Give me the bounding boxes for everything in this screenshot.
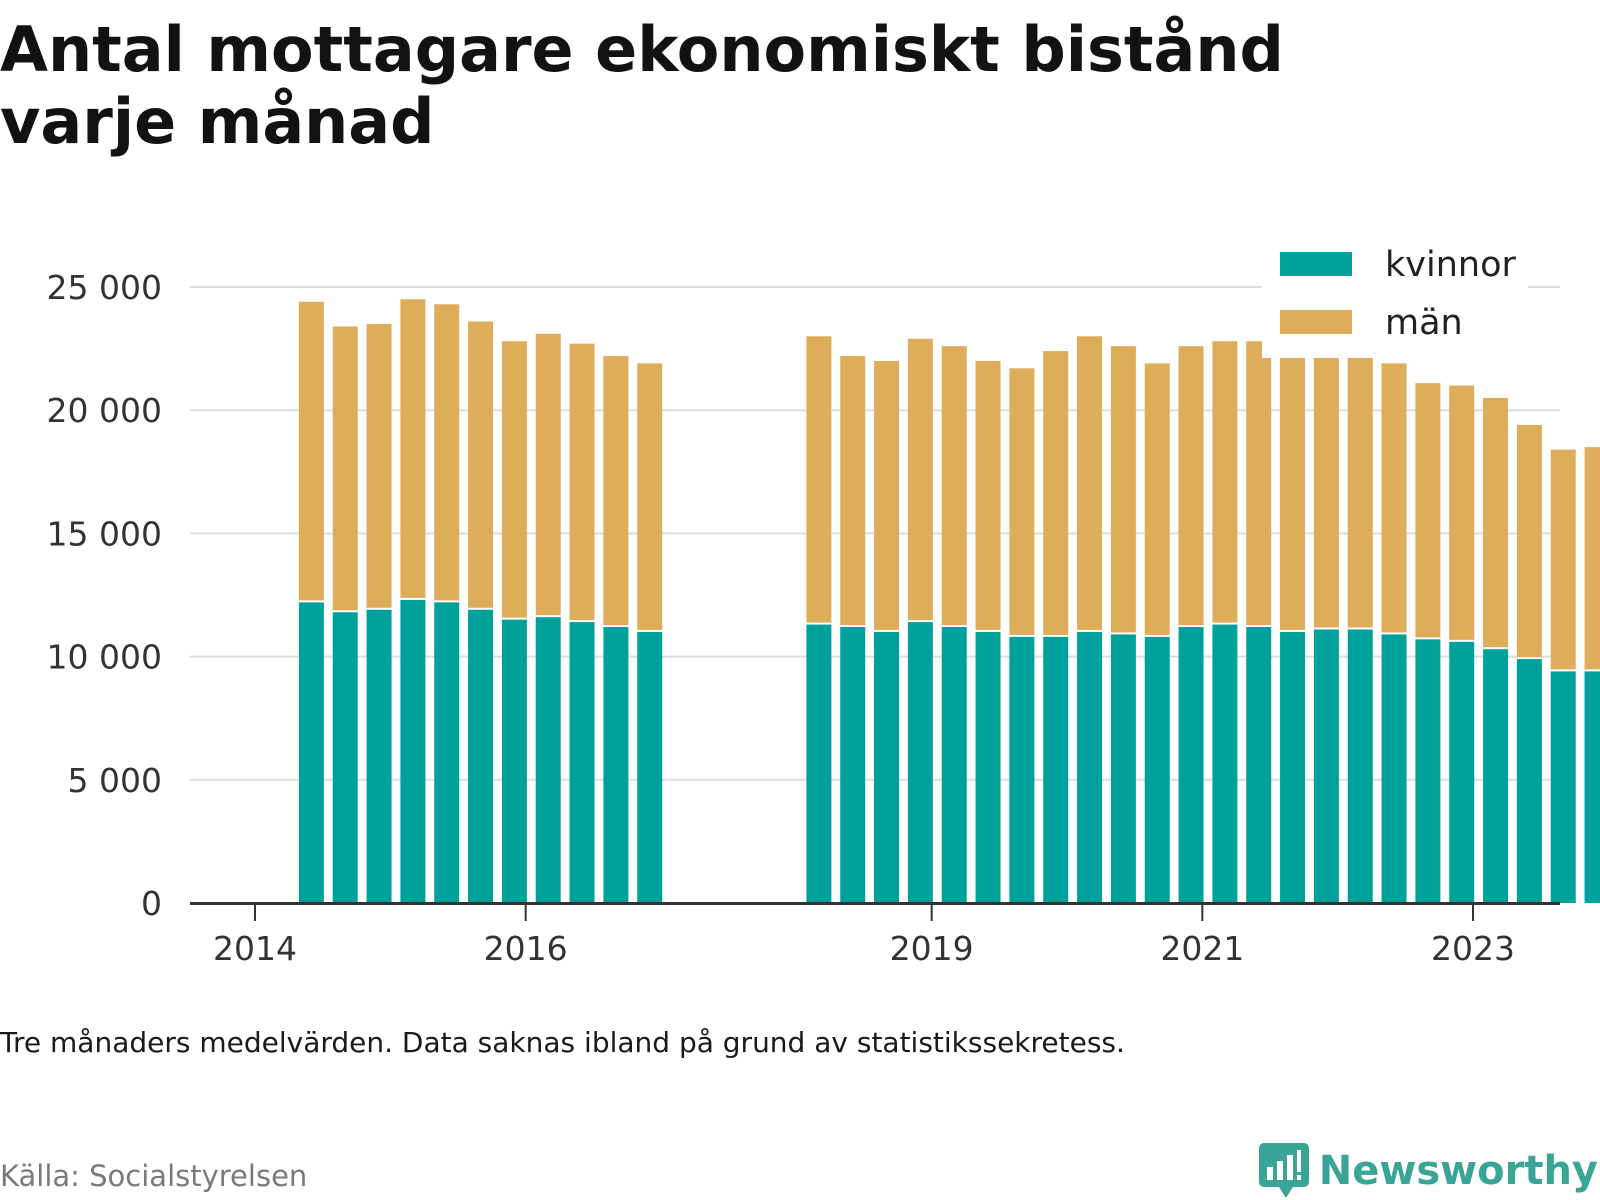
bar-kvinnor: [1313, 629, 1339, 903]
x-tick-label: 2014: [213, 929, 297, 968]
bar-man: [1381, 363, 1407, 633]
bar-kvinnor: [637, 631, 663, 903]
bar-kvinnor: [535, 617, 561, 903]
y-tick-label: 15 000: [47, 514, 162, 553]
bar-man: [298, 301, 324, 601]
bar-kvinnor: [1381, 634, 1407, 903]
bar-man: [1516, 424, 1542, 658]
bar-kvinnor: [298, 602, 324, 903]
bar-man: [1144, 363, 1170, 635]
bar-man: [1077, 336, 1103, 630]
newsworthy-logo-icon: [1258, 1143, 1309, 1198]
bar-kvinnor: [501, 619, 527, 903]
x-axis-ticks: 2014 2016 2019 2021 2023: [213, 903, 1515, 968]
legend-label: män: [1385, 303, 1463, 343]
x-tick-label: 2019: [890, 929, 974, 968]
legend-swatch: [1280, 310, 1352, 334]
chart-footnote: Tre månaders medelvärden. Data saknas ib…: [0, 1026, 1125, 1059]
bar-man: [1483, 397, 1509, 648]
bar-man: [907, 338, 933, 621]
chart-title: Antal mottagare ekonomiskt bistånd varje…: [0, 13, 1284, 158]
y-tick-label: 20 000: [47, 391, 162, 430]
bar-kvinnor: [569, 622, 595, 903]
brand-logo: Newsworthy: [1258, 1143, 1598, 1199]
bar-kvinnor: [400, 599, 426, 903]
bar-kvinnor: [603, 627, 629, 903]
bar-man: [1043, 351, 1069, 635]
bar-kvinnor: [1449, 641, 1475, 903]
bar-kvinnor: [1144, 636, 1170, 903]
bar-kvinnor: [1516, 659, 1542, 903]
bar-kvinnor: [366, 609, 392, 903]
bar-man: [603, 355, 629, 626]
bar-kvinnor: [1550, 671, 1576, 903]
legend: kvinnor män: [1262, 240, 1528, 358]
bar-kvinnor: [907, 622, 933, 903]
bar-kvinnor: [1009, 636, 1035, 903]
bar-man: [1280, 355, 1306, 630]
bar-kvinnor: [1280, 631, 1306, 903]
bar-kvinnor: [1178, 627, 1204, 903]
bar-kvinnor: [434, 602, 460, 903]
bar-kvinnor: [1483, 649, 1509, 903]
bar-kvinnor: [975, 631, 1001, 903]
bar-man: [1449, 385, 1475, 640]
bar-kvinnor: [1077, 631, 1103, 903]
bar-man: [1347, 348, 1373, 628]
bar-man: [1110, 346, 1136, 633]
bar-kvinnor: [332, 612, 358, 903]
bar-man: [1550, 449, 1576, 670]
legend-swatch: [1280, 252, 1352, 276]
bars: [298, 299, 1600, 903]
bar-man: [941, 346, 967, 626]
bar-man: [501, 341, 527, 618]
bar-man: [1212, 341, 1238, 623]
bar-man: [1178, 346, 1204, 626]
bar-man: [975, 360, 1001, 630]
bar-kvinnor: [1043, 636, 1069, 903]
y-tick-label: 25 000: [47, 268, 162, 307]
bar-kvinnor: [840, 627, 866, 903]
bar-man: [434, 304, 460, 601]
source-credit: Källa: Socialstyrelsen: [0, 1159, 308, 1193]
bar-kvinnor: [1415, 639, 1441, 903]
bar-kvinnor: [806, 624, 832, 903]
bar-man: [874, 360, 900, 630]
bar-man: [366, 323, 392, 608]
brand-name: Newsworthy: [1318, 1148, 1598, 1194]
bar-man: [1313, 348, 1339, 628]
y-tick-label: 10 000: [47, 638, 162, 677]
bar-kvinnor: [1584, 671, 1600, 903]
x-tick-label: 2021: [1160, 929, 1244, 968]
bar-man: [535, 333, 561, 616]
bar-kvinnor: [941, 627, 967, 903]
bar-kvinnor: [468, 609, 494, 903]
bar-kvinnor: [1212, 624, 1238, 903]
y-axis-tick-labels: 0 5 000 10 000 15 000 20 000 25 000: [47, 268, 162, 923]
legend-label: kvinnor: [1385, 245, 1516, 285]
y-tick-label: 0: [141, 884, 162, 923]
y-tick-label: 5 000: [68, 761, 162, 800]
bar-kvinnor: [1246, 627, 1272, 903]
bar-man: [332, 326, 358, 611]
bar-man: [1415, 383, 1441, 638]
bar-kvinnor: [1110, 634, 1136, 903]
bar-kvinnor: [1347, 629, 1373, 903]
bar-man: [806, 336, 832, 623]
bar-man: [637, 363, 663, 630]
bar-kvinnor: [874, 631, 900, 903]
bar-man: [840, 355, 866, 626]
bar-man: [1584, 447, 1600, 670]
bar-man: [1009, 368, 1035, 635]
x-tick-label: 2023: [1431, 929, 1515, 968]
x-tick-label: 2016: [484, 929, 568, 968]
bar-man: [569, 343, 595, 621]
bar-man: [400, 299, 426, 598]
bar-man: [1246, 341, 1272, 626]
bar-man: [468, 321, 494, 608]
